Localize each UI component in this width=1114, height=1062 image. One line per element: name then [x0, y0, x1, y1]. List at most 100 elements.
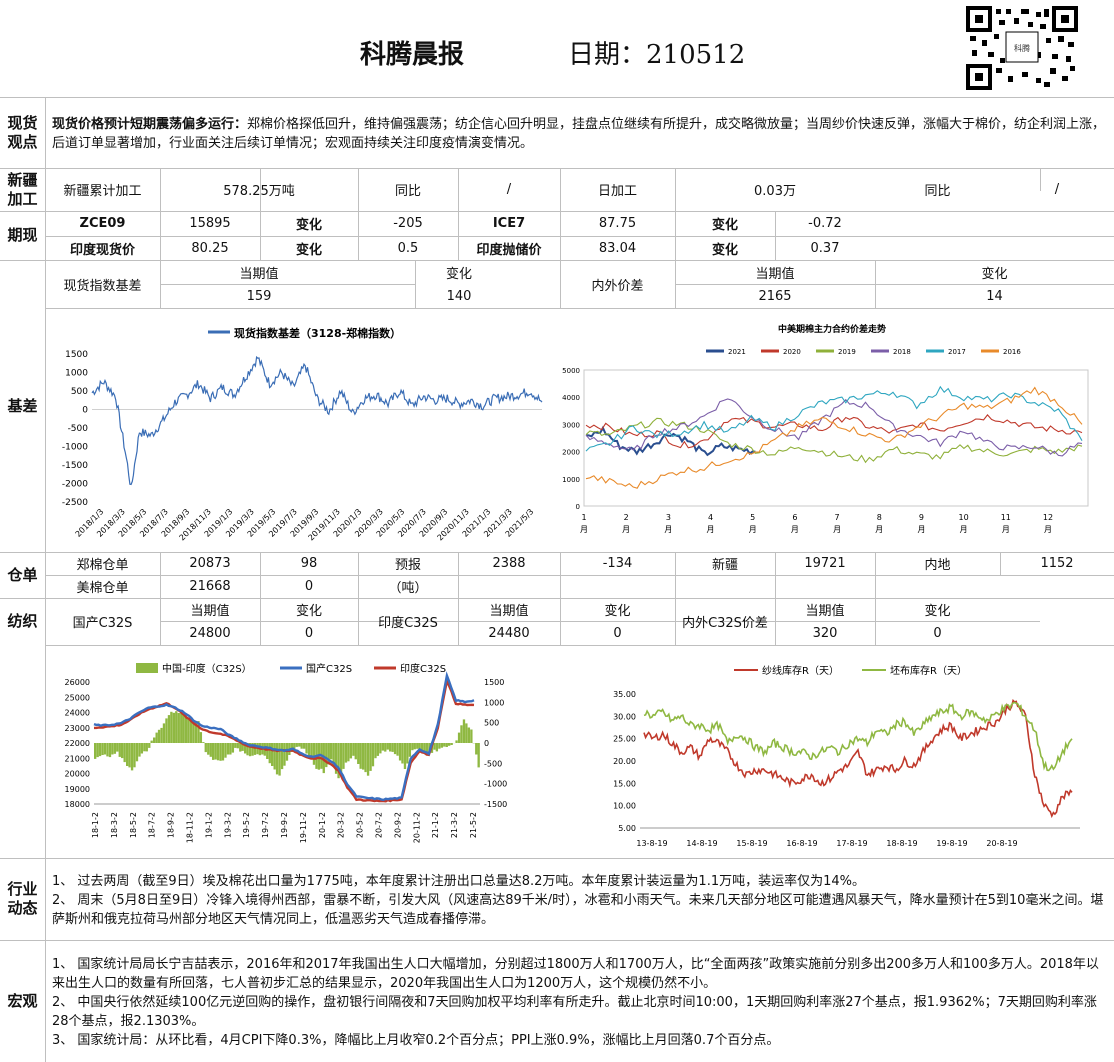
- x-tick-unit: 月: [917, 525, 925, 534]
- bar-cn-in: [465, 723, 468, 743]
- x-tick-unit: 月: [664, 525, 672, 534]
- bar-cn-in: [413, 743, 416, 750]
- bar-cn-in: [438, 743, 441, 749]
- x-tick-unit: 月: [960, 525, 968, 534]
- y-tick-label: 10.00: [613, 802, 636, 811]
- legend-label-cn-in: 中国-印度（C32S）: [162, 662, 252, 675]
- y-right-tick-label: -1000: [484, 780, 507, 789]
- y-tick-label: 30.00: [613, 712, 636, 721]
- bar-cn-in: [280, 743, 284, 770]
- x-tick-label: 1: [581, 513, 586, 522]
- india-spot-change: 0.5: [397, 240, 419, 256]
- cn-us-spread-chart: 中美期棉主力合约价差走势 2021 2020 2019 2018 2017 2016 0 100…: [562, 323, 1089, 534]
- x-tick-unit: 月: [1002, 525, 1010, 534]
- x-tick-label: 20-9-2: [393, 812, 402, 838]
- x-tick-label: 20-11-2: [412, 812, 421, 843]
- x-tick-label: 10: [959, 513, 969, 522]
- y-left-tick-label: 22000: [65, 739, 90, 748]
- inland-label: 内地: [924, 558, 951, 573]
- label-spot: 现货观点: [7, 113, 38, 151]
- bar-cn-in: [108, 743, 112, 758]
- bar-cn-in: [283, 743, 286, 766]
- india-spot-change-label: 变化: [295, 242, 322, 258]
- bar-cn-in: [268, 743, 271, 764]
- bar-cn-in: [391, 743, 394, 752]
- bar-cn-in: [396, 743, 399, 756]
- bar-cn-in: [101, 743, 104, 755]
- us-receipt-change: 0: [304, 579, 314, 594]
- legend-label-2017: 2017: [948, 348, 966, 356]
- bar-cn-in: [103, 743, 107, 755]
- bar-cn-in: [251, 743, 254, 756]
- bar-cn-in: [359, 743, 362, 769]
- bar-cn-in: [182, 714, 185, 743]
- basis-spot-cur: 159: [246, 288, 272, 304]
- bar-cn-in: [330, 743, 333, 760]
- label-futures: 期现: [7, 226, 38, 244]
- basis-inout-chg: 14: [986, 288, 1003, 304]
- bar-cn-in: [398, 743, 402, 761]
- series-line-2020: [585, 414, 1083, 449]
- legend-label-2019: 2019: [838, 348, 856, 356]
- spot-view-text: 现货价格预计短期震荡偏多运行：郑棉价格探低回升，维持偏强震荡；纺企信心回升明显，…: [52, 115, 1108, 153]
- bar-cn-in: [384, 743, 387, 752]
- legend-label-2016: 2016: [1003, 348, 1021, 356]
- india-reserve-label: 印度抛储价: [476, 242, 542, 258]
- bar-cn-in: [94, 743, 97, 759]
- bar-cn-in: [349, 743, 353, 759]
- ice7-change-label: 变化: [711, 218, 738, 233]
- spot-lead: 现货价格预计短期震荡偏多运行：: [52, 117, 248, 132]
- label-macro: 宏观: [7, 991, 38, 1010]
- x-tick-label: 20-5-2: [356, 812, 365, 838]
- bar-cn-in: [170, 711, 173, 743]
- y-left-tick-label: 25000: [65, 693, 90, 702]
- y-tick-label: 35.00: [613, 690, 636, 699]
- inout-c32s-cur-header: 当期值: [805, 604, 845, 619]
- bar-cn-in: [253, 743, 257, 755]
- label-basis: 基差: [7, 396, 38, 415]
- x-tick-label: 21-5-2: [469, 812, 478, 838]
- bar-cn-in: [347, 743, 350, 762]
- bar-cn-in: [448, 743, 451, 746]
- basis-spot-chg: 140: [446, 288, 472, 304]
- in-c32s-chg: 0: [613, 625, 622, 641]
- macro-item-2: 2、 中国央行依然延续100亿元逆回购的操作，盘初银行间隔夜和7天回购加权平均利…: [52, 995, 1097, 1029]
- bar-cn-in: [266, 743, 269, 759]
- bar-cn-in: [300, 743, 303, 749]
- forecast-label: 预报: [394, 558, 421, 573]
- plot-frame: [583, 369, 1089, 507]
- bar-cn-in: [433, 743, 436, 750]
- bar-cn-in: [121, 743, 124, 759]
- y-tick-label: 0: [576, 503, 580, 511]
- x-tick-label: 19-5-2: [242, 812, 251, 838]
- bar-cn-in: [140, 743, 144, 754]
- unit-label: （吨）: [388, 581, 428, 596]
- x-tick-label: 5: [750, 513, 755, 522]
- bar-cn-in: [212, 743, 215, 760]
- spot-basis-chart: 现货指数基差（3128-郑棉指数） -2500 -2000 -1500 -1000 -50…: [62, 326, 543, 542]
- x-tick-label: 18-1-2: [91, 812, 100, 838]
- xj-value-cumulative: 578.25万吨: [223, 184, 295, 199]
- y-tick-label: 500: [71, 387, 88, 397]
- x-tick-label: 19-8-19: [936, 839, 967, 848]
- y-left-tick-label: 23000: [65, 724, 90, 733]
- x-tick-label: 19-3-2: [223, 812, 232, 838]
- us-receipt-label: 美棉仓单: [76, 581, 129, 596]
- inout-c32s-label: 内外C32S价差: [682, 616, 768, 631]
- y-tick-label: 5.00: [618, 824, 636, 833]
- bar-cn-in: [153, 737, 156, 743]
- bar-cn-in: [475, 743, 478, 755]
- macro-item-1: 1、 国家统计局局长宁吉喆表示，2016年和2017年我国出生人口大幅增加，分别…: [52, 957, 1099, 991]
- x-tick-label: 18-3-2: [110, 812, 119, 838]
- x-tick-label: 14-8-19: [686, 839, 717, 848]
- bar-cn-in: [216, 743, 220, 761]
- bar-cn-in: [231, 743, 235, 753]
- bar-cn-in: [194, 722, 198, 743]
- bar-cn-in: [226, 743, 230, 755]
- x-tick-unit: 月: [1044, 525, 1052, 534]
- bar-cn-in: [135, 743, 139, 762]
- legend-label-2021: 2021: [728, 348, 746, 356]
- series-line-basis: [91, 355, 543, 486]
- bar-cn-in: [118, 743, 121, 757]
- xj-value-yoy: /: [506, 182, 512, 197]
